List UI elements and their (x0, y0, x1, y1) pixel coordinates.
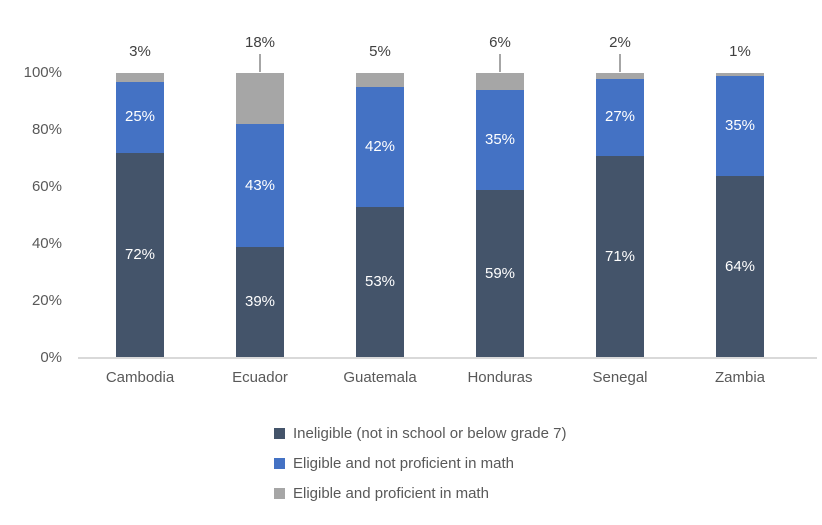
bar-value-label: 27% (604, 108, 636, 126)
bar-value-label: 25% (124, 108, 156, 126)
bar-segment-cambodia-s2 (116, 73, 164, 82)
legend-swatch-icon (274, 457, 285, 469)
label-leader-line (619, 54, 621, 72)
x-axis-category-label: Cambodia (105, 369, 175, 386)
bar-value-label: 53% (364, 273, 396, 291)
bar-segment-honduras-s0 (476, 189, 524, 358)
bar-segment-honduras-s1 (476, 90, 524, 190)
bar-value-label: 59% (484, 264, 516, 282)
bar-segment-guatemala-s2 (356, 73, 404, 88)
bar-value-label: 72% (124, 246, 156, 264)
legend-label: Eligible and proficient in math (293, 484, 489, 502)
x-axis-category-label: Honduras (467, 369, 533, 386)
bar-value-label: 64% (724, 257, 756, 275)
legend-item: Ineligible (not in school or below grade… (274, 423, 567, 443)
x-axis-line (78, 357, 817, 359)
y-axis-tick-label: 20% (31, 292, 62, 309)
label-leader-line (499, 54, 501, 72)
bar-segment-zambia-s1 (716, 75, 764, 176)
bar-segment-guatemala-s1 (356, 87, 404, 207)
bar-segment-senegal-s2 (596, 73, 644, 79)
y-axis-tick-label: 40% (31, 235, 62, 252)
bar-segment-senegal-s0 (596, 155, 644, 358)
x-axis-category-label: Ecuador (232, 369, 288, 386)
legend-label: Ineligible (not in school or below grade… (293, 424, 567, 442)
legend-swatch-icon (274, 427, 285, 439)
bar-segment-guatemala-s0 (356, 206, 404, 358)
bar-total-label: 1% (729, 43, 751, 60)
x-axis-category-label: Senegal (592, 369, 648, 386)
bar-total-label: 3% (129, 43, 151, 60)
y-axis-tick-label: 60% (31, 178, 62, 195)
y-axis-tick-label: 80% (31, 121, 62, 138)
y-axis-tick-label: 0% (40, 349, 62, 366)
bar-total-label: 18% (244, 34, 276, 51)
bar-value-label: 42% (364, 138, 396, 156)
bar-segment-senegal-s1 (596, 78, 644, 156)
bar-value-label: 71% (604, 247, 636, 265)
bar-value-label: 43% (244, 176, 276, 194)
legend-swatch-icon (274, 487, 285, 499)
bar-value-label: 39% (244, 293, 276, 311)
bar-segment-ecuador-s2 (236, 73, 284, 125)
bar-total-label: 6% (489, 34, 511, 51)
y-axis-tick-label: 100% (23, 64, 62, 81)
bar-segment-zambia-s2 (716, 73, 764, 76)
bar-segment-cambodia-s1 (116, 81, 164, 153)
legend-item: Eligible and proficient in math (274, 483, 489, 503)
bar-value-label: 35% (724, 116, 756, 134)
bar-segment-honduras-s2 (476, 73, 524, 91)
label-leader-line (259, 54, 261, 72)
bar-segment-ecuador-s0 (236, 246, 284, 358)
bar-segment-cambodia-s0 (116, 152, 164, 358)
bar-value-label: 35% (484, 130, 516, 148)
x-axis-category-label: Guatemala (343, 369, 417, 386)
x-axis-category-label: Zambia (714, 369, 766, 386)
legend-item: Eligible and not proficient in math (274, 453, 514, 473)
bar-segment-zambia-s0 (716, 175, 764, 358)
bar-segment-ecuador-s1 (236, 124, 284, 247)
bar-total-label: 5% (369, 43, 391, 60)
bar-total-label: 2% (609, 34, 631, 51)
legend-label: Eligible and not proficient in math (293, 454, 514, 472)
